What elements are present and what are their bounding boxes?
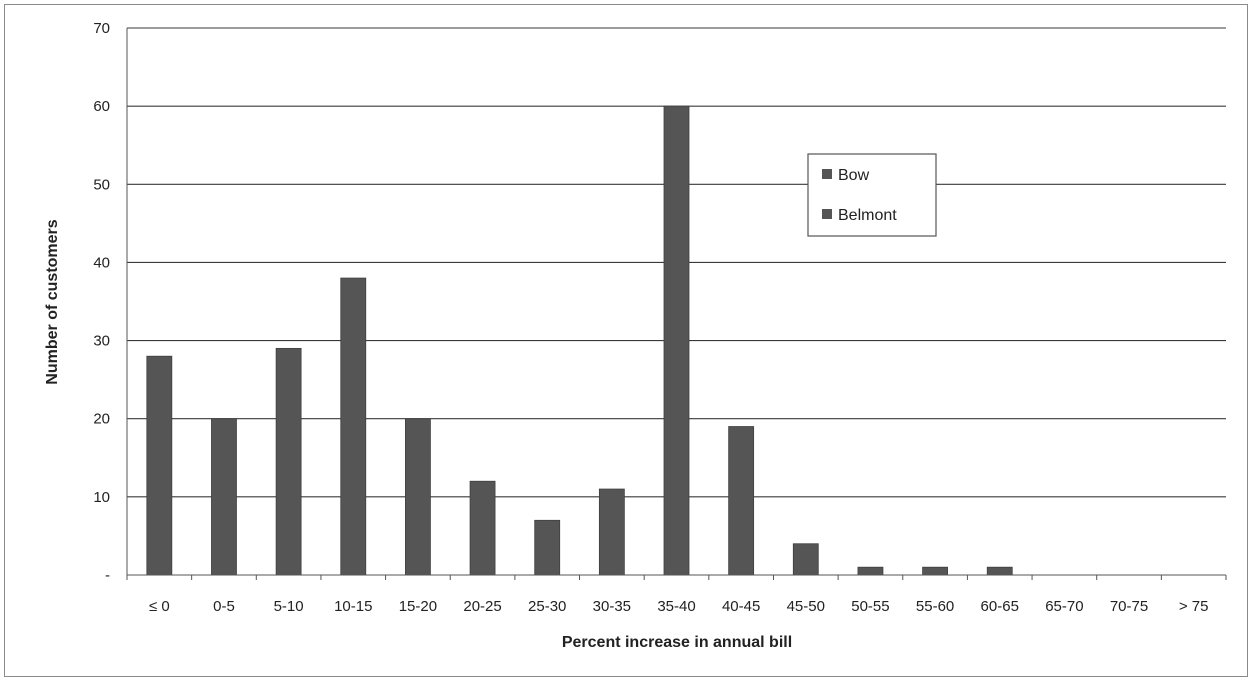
bar-bow	[986, 566, 1013, 576]
x-tick-label: 20-25	[463, 598, 501, 615]
x-tick-label: 5-10	[274, 598, 304, 615]
x-tick-label: 70-75	[1110, 598, 1148, 615]
x-tick-label: 35-40	[657, 598, 695, 615]
x-tick-label: > 75	[1179, 598, 1209, 615]
bar-bow	[534, 519, 561, 576]
x-tick-label: 55-60	[916, 598, 954, 615]
bar-bow	[728, 426, 755, 576]
legend: Bow Belmont	[807, 153, 937, 237]
y-tick-label: 60	[93, 98, 110, 115]
bar-bow	[922, 566, 948, 576]
axes	[126, 28, 1227, 580]
y-tick-label: 30	[93, 333, 110, 350]
y-tick-label: 70	[93, 20, 110, 37]
x-tick-label: 40-45	[722, 598, 760, 615]
bars	[146, 105, 1013, 576]
legend-box	[807, 153, 937, 237]
x-tick-label: 0-5	[213, 598, 235, 615]
y-tick-label: 20	[93, 411, 110, 428]
x-tick-label: 15-20	[399, 598, 437, 615]
bar-bow	[598, 488, 625, 576]
bar-bow	[340, 277, 367, 576]
x-tick-label: 45-50	[787, 598, 825, 615]
y-tick-labels: - 10 20 30 40 50 60 70	[93, 20, 110, 584]
x-tick-labels: ≤ 0 0-5 5-10 10-15 15-20 20-25 25-30 30-35 35-40…	[149, 598, 1209, 615]
x-tick-label: 65-70	[1045, 598, 1083, 615]
bar-bow	[663, 105, 690, 576]
x-tick-label: ≤ 0	[149, 598, 170, 615]
bar-bow	[469, 480, 496, 576]
bar-bow	[275, 347, 302, 576]
legend-swatch-belmont	[822, 209, 832, 219]
bar-bow	[211, 418, 237, 576]
x-tick-label: 60-65	[981, 598, 1019, 615]
y-tick-label: 10	[93, 489, 110, 506]
x-tick-label: 10-15	[334, 598, 372, 615]
legend-label-belmont: Belmont	[838, 207, 897, 224]
x-tick-label: 50-55	[851, 598, 889, 615]
bar-bow	[405, 418, 431, 576]
y-axis-title: Number of customers	[44, 219, 61, 384]
bar-bow	[857, 566, 884, 576]
bar-bow	[792, 543, 819, 576]
y-tick-label: -	[105, 567, 110, 584]
y-tick-label: 40	[93, 254, 110, 271]
x-tick-label: 30-35	[593, 598, 631, 615]
y-tick-label: 50	[93, 176, 110, 193]
x-axis-title: Percent increase in annual bill	[562, 634, 792, 651]
legend-swatch-bow	[822, 169, 832, 179]
x-tick-label: 25-30	[528, 598, 566, 615]
legend-label-bow: Bow	[838, 167, 870, 184]
bar-bow	[146, 355, 173, 576]
